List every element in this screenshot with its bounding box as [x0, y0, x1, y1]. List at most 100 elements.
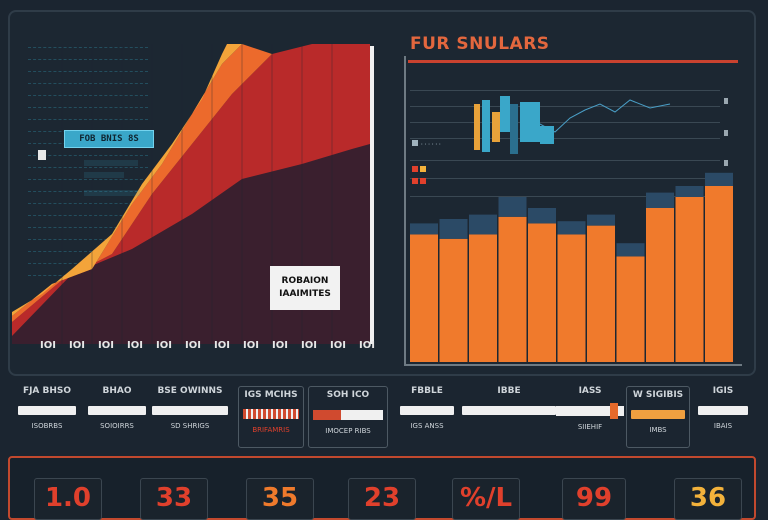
control-2[interactable]: BHAO SOIOIRRS — [88, 386, 146, 448]
control-4-meter[interactable] — [243, 409, 299, 419]
gridline — [410, 90, 720, 91]
control-8[interactable]: IASS SIIEHIF — [556, 386, 624, 448]
control-9[interactable]: W SIGIBIS IMBS — [626, 386, 690, 448]
bar — [410, 234, 438, 362]
control-5-label: SOH ICO — [326, 390, 370, 400]
info-card-line1: ROBAION — [281, 276, 329, 286]
gridline — [410, 160, 720, 161]
control-6-sub: IGS ANSS — [410, 422, 444, 430]
control-5-slider[interactable] — [313, 410, 383, 420]
legend-label — [84, 160, 138, 166]
mini-bar — [510, 104, 518, 154]
control-9-bar[interactable] — [631, 410, 685, 419]
mini-bar — [520, 102, 540, 142]
control-10-sub: IBAIS — [713, 422, 733, 430]
right-legend-row — [412, 178, 428, 186]
axis-tick — [724, 160, 728, 166]
bar-cap — [439, 219, 468, 239]
legend-box: FOB BNIS 8S — [64, 130, 154, 148]
legend-label — [84, 172, 124, 178]
control-8-sub: SIIEHIF — [577, 423, 603, 431]
control-3-sub: SD SHRIGS — [170, 422, 210, 430]
control-6-label: FBBLE — [411, 386, 443, 396]
control-5-sub: IMOCEP RIBS — [325, 427, 371, 435]
bar-cap — [498, 197, 527, 217]
counter-5: %/L — [452, 478, 520, 520]
counter-4: 23 — [348, 478, 416, 520]
control-10-bar[interactable] — [698, 406, 748, 415]
control-4[interactable]: IGS MCIHS BRIFAMRIS — [238, 386, 304, 448]
control-7-label: IBBE — [497, 386, 521, 396]
control-7[interactable]: IBBE — [462, 386, 556, 448]
x-tick-label: IOI — [40, 340, 56, 351]
bar — [616, 256, 645, 362]
info-card[interactable]: ROBAION IAAIMITES — [270, 266, 340, 310]
bar — [705, 186, 733, 362]
right-legend-row — [412, 166, 428, 174]
axis-tick — [724, 98, 728, 104]
control-1-bar[interactable] — [18, 406, 76, 415]
right-chart-frame — [404, 56, 742, 366]
control-9-label: W SIGIBIS — [632, 390, 684, 400]
x-tick-label: IOI — [243, 340, 259, 351]
control-4-label: IGS MCIHS — [244, 390, 298, 400]
control-2-sub: SOIOIRRS — [100, 422, 134, 430]
area-series-3 — [12, 44, 370, 336]
right-chart-topline — [408, 60, 738, 63]
x-tick-label: IOI — [359, 340, 375, 351]
control-8-slider[interactable] — [556, 403, 624, 419]
gridline — [410, 106, 720, 107]
control-6-bar[interactable] — [400, 406, 454, 415]
bar-cap — [646, 192, 674, 208]
bar — [557, 234, 586, 362]
control-8-label: IASS — [578, 386, 602, 396]
mini-bar — [474, 104, 480, 150]
right-legend-row: ······ — [412, 140, 442, 148]
bar-cap — [410, 223, 438, 235]
bar-cap — [616, 243, 645, 257]
info-card-line2: IAAIMITES — [279, 289, 331, 299]
bar — [498, 216, 527, 362]
mini-bar — [482, 100, 490, 152]
control-2-label: BHAO — [102, 386, 132, 396]
control-3-bar[interactable] — [152, 406, 228, 415]
legend-label — [84, 190, 140, 196]
x-tick-label: IOI — [156, 340, 172, 351]
x-tick-label: IOI — [330, 340, 346, 351]
left-background-grid — [28, 36, 148, 276]
control-10-label: IGIS — [712, 386, 734, 396]
counter-2: 33 — [140, 478, 208, 520]
control-10[interactable]: IGIS IBAIS — [698, 386, 748, 448]
x-tick-label: IOI — [272, 340, 288, 351]
x-tick-label: IOI — [214, 340, 230, 351]
x-tick-label: IOI — [185, 340, 201, 351]
control-3-label: BSE OWINNS — [157, 386, 223, 396]
x-tick-label: IOI — [69, 340, 85, 351]
control-1[interactable]: FJA BHSO ISOBRBS — [18, 386, 76, 448]
bar — [646, 208, 674, 362]
counter-7: 36 — [674, 478, 742, 520]
control-3[interactable]: BSE OWINNS SD SHRIGS — [152, 386, 228, 448]
bar-cap — [675, 186, 704, 197]
control-4-sub: BRIFAMRIS — [252, 426, 290, 434]
control-1-sub: ISOBRBS — [31, 422, 63, 430]
gridline — [410, 138, 720, 139]
right-chart-title: FUR SNULARS — [410, 34, 550, 54]
control-9-sub: IMBS — [649, 426, 667, 434]
counter-6: 99 — [562, 478, 626, 520]
bar — [469, 234, 497, 362]
bar-cap — [587, 214, 615, 226]
mini-bar — [500, 96, 510, 132]
control-2-bar[interactable] — [88, 406, 146, 415]
control-7-bar[interactable] — [462, 406, 556, 415]
control-6[interactable]: FBBLE IGS ANSS — [400, 386, 454, 448]
left-panel-divider — [370, 46, 374, 344]
bar-cap — [469, 214, 497, 235]
right-bar-chart — [410, 96, 733, 362]
x-tick-label: IOI — [127, 340, 143, 351]
info-icon — [38, 150, 46, 160]
counter-1: 1.0 — [34, 478, 102, 520]
control-5[interactable]: SOH ICO IMOCEP RIBS — [308, 386, 388, 448]
axis-tick — [724, 130, 728, 136]
gridline — [410, 196, 720, 197]
